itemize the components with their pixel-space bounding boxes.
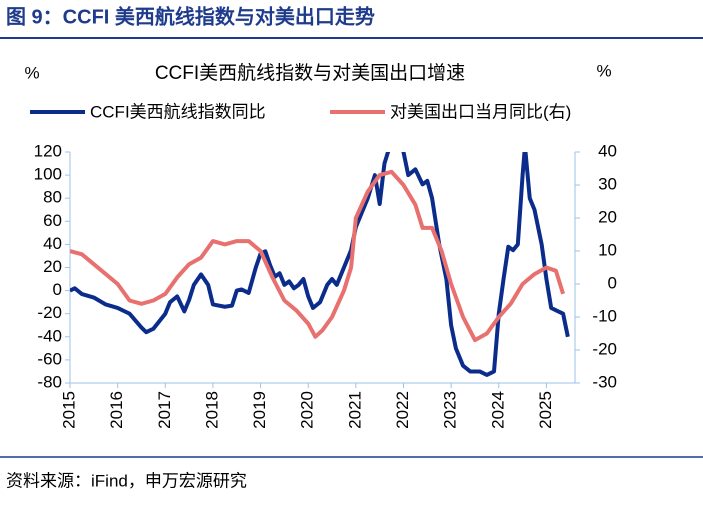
y-tick-label: 20 <box>43 257 62 276</box>
x-tick-label: 2022 <box>393 391 412 429</box>
x-tick-label: 2023 <box>441 391 460 429</box>
chart-title: CCFI美西航线指数与对美国出口增速 <box>155 62 465 84</box>
legend-label: CCFI美西航线指数同比 <box>90 102 266 121</box>
y2-tick-label: -20 <box>592 339 617 358</box>
y-tick-label: -20 <box>37 303 62 322</box>
legend-label: 对美国出口当月同比(右) <box>390 102 571 121</box>
y2-tick-label: -10 <box>592 306 617 325</box>
x-tick-label: 2021 <box>345 391 364 429</box>
y-tick-label: 40 <box>43 234 62 253</box>
y-tick-label: 80 <box>43 188 62 207</box>
x-tick-label: 2025 <box>536 391 555 429</box>
y2-tick-label: 30 <box>598 174 617 193</box>
y-tick-label: 60 <box>43 211 62 230</box>
y-tick-label: -40 <box>37 326 62 345</box>
x-tick-label: 2017 <box>155 391 174 429</box>
x-tick-label: 2020 <box>298 391 317 429</box>
y-tick-label: 100 <box>34 165 62 184</box>
x-tick-label: 2019 <box>250 391 269 429</box>
y2-tick-label: 10 <box>598 240 617 259</box>
y-tick-label: 0 <box>53 280 62 299</box>
y2-tick-label: 0 <box>608 273 617 292</box>
series-line <box>70 152 570 377</box>
y-tick-label: -80 <box>37 372 62 391</box>
series-line <box>70 169 566 343</box>
header: 图 9：CCFI 美西航线指数与对美出口走势 <box>6 4 375 28</box>
y-tick-label: 120 <box>34 141 62 160</box>
y2-tick-label: 20 <box>598 207 617 226</box>
x-tick-label: 2015 <box>59 391 78 429</box>
y2-tick-label: -30 <box>592 372 617 391</box>
source: 资料来源：iFind，申万宏源研究 <box>6 471 247 490</box>
y2-tick-label: 40 <box>598 141 617 160</box>
y-tick-label: -60 <box>37 349 62 368</box>
x-tick-label: 2024 <box>488 391 507 429</box>
y2-label: % <box>596 61 611 80</box>
x-tick-label: 2018 <box>202 391 221 429</box>
y-label: % <box>24 63 39 82</box>
x-tick-label: 2016 <box>107 391 126 429</box>
